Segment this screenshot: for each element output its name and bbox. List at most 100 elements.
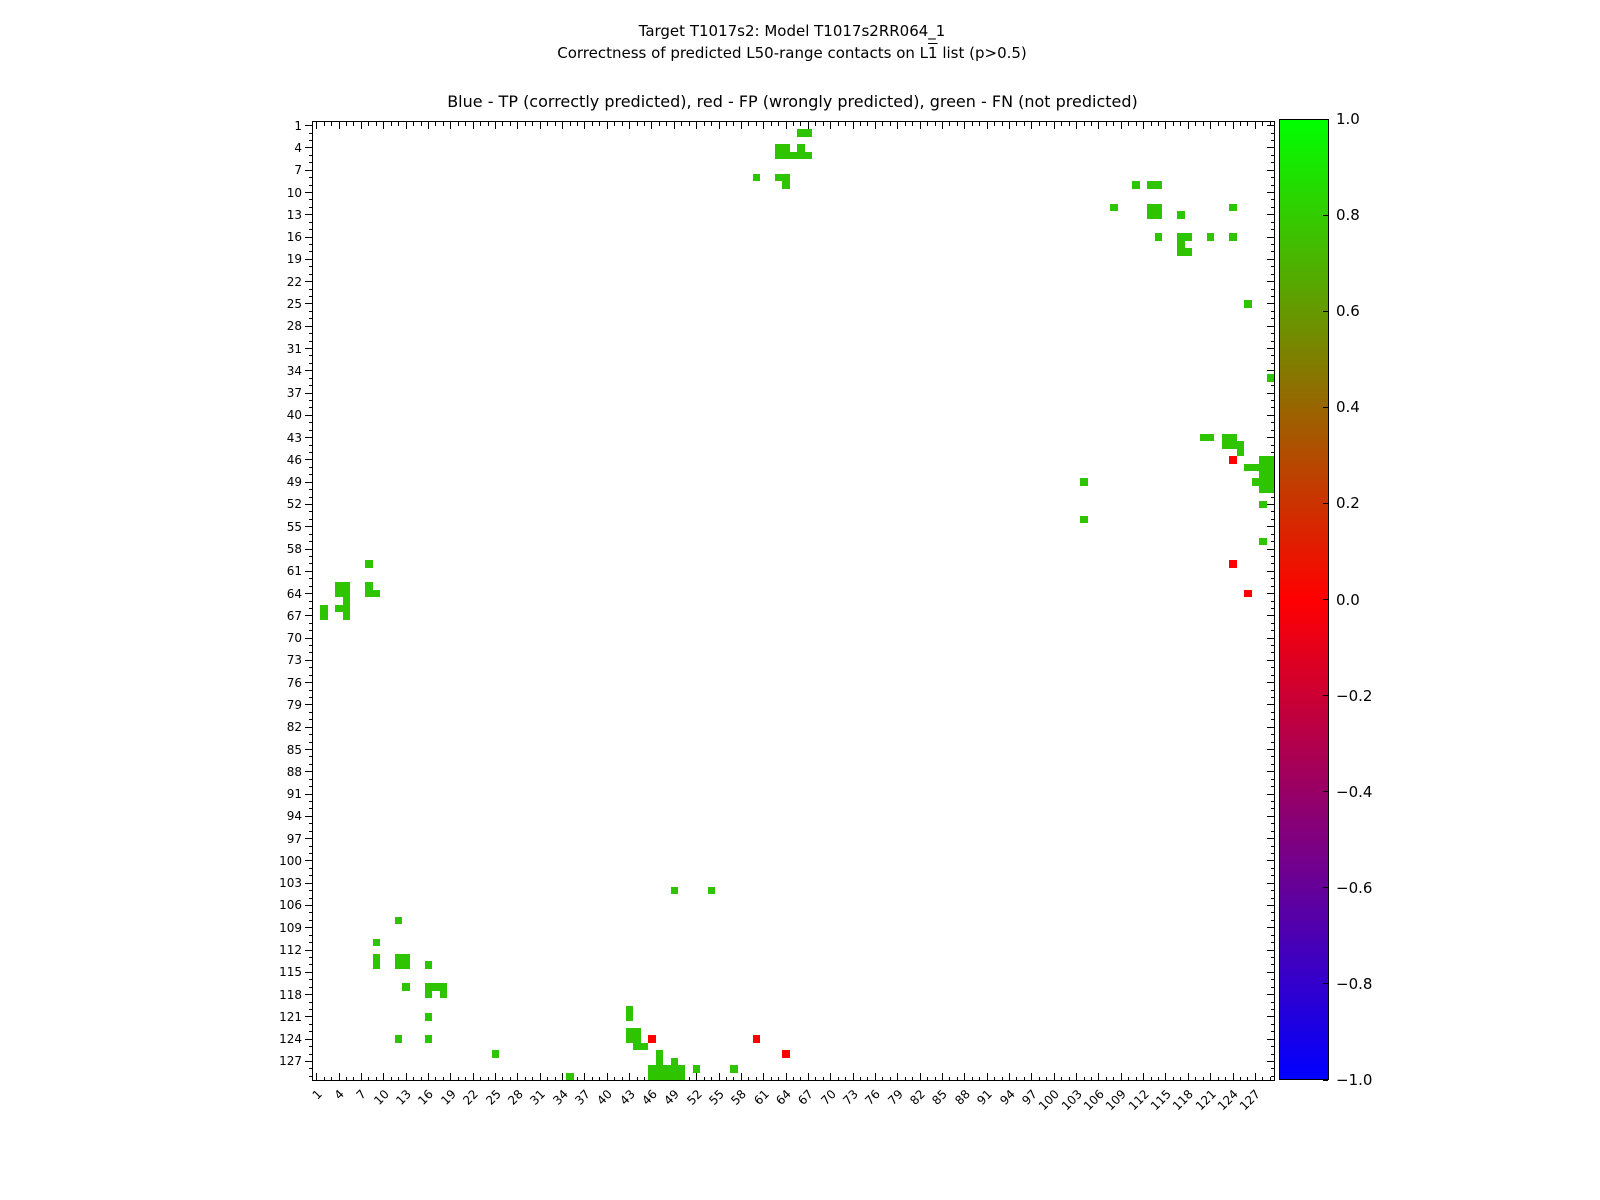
x-axis-tick	[450, 1073, 452, 1080]
y-axis-tick-label: 64	[286, 586, 302, 601]
x-axis-tick-top	[338, 122, 340, 129]
y-axis-tick	[308, 444, 312, 446]
x-axis-tick	[338, 1073, 340, 1080]
y-axis-tick-right	[1267, 147, 1274, 149]
y-axis-tick	[308, 667, 312, 669]
x-axis-tick	[927, 1076, 929, 1080]
contact-point-fn	[342, 582, 351, 590]
x-axis-tick-top	[711, 122, 713, 126]
y-axis-tick-right	[1267, 258, 1274, 260]
contact-point-fn	[1184, 233, 1193, 241]
contact-point-fn	[797, 144, 805, 152]
y-axis-tick	[308, 355, 312, 357]
y-axis-tick	[305, 1016, 312, 1018]
y-axis-tick-right	[1270, 132, 1274, 134]
y-axis-tick	[308, 184, 312, 186]
contact-point-fn	[335, 582, 343, 590]
y-axis-tick	[308, 763, 312, 765]
x-axis-tick-top	[964, 122, 966, 129]
contact-point-fn	[1236, 441, 1245, 449]
y-axis-tick	[308, 689, 312, 691]
colorbar-tick-label: 0.8	[1336, 206, 1360, 225]
y-axis-tick	[308, 206, 312, 208]
x-axis-tick	[502, 1076, 504, 1080]
y-axis-tick-right	[1270, 808, 1274, 810]
y-axis-tick-right	[1270, 273, 1274, 275]
x-axis-tick-top	[375, 122, 377, 126]
y-axis-tick	[305, 147, 312, 149]
contact-point-fn	[804, 151, 813, 160]
x-axis-tick	[1210, 1073, 1212, 1080]
suptitle-line2-suffix: list (p>0.5)	[937, 44, 1027, 62]
x-axis-tick	[331, 1076, 333, 1080]
contact-point-fn	[1206, 433, 1215, 442]
x-axis-tick-top	[1009, 122, 1011, 129]
y-axis-tick	[308, 251, 312, 253]
y-axis-tick	[308, 244, 312, 246]
y-axis-tick-label: 13	[286, 207, 302, 222]
x-axis-tick-top	[1262, 122, 1264, 126]
y-axis-tick-right	[1270, 407, 1274, 409]
x-axis-tick-top	[941, 122, 943, 129]
contact-point-fn	[1266, 485, 1274, 494]
y-axis-tick	[305, 994, 312, 996]
colorbar-tick	[1323, 1079, 1328, 1081]
y-axis-tick-label: 79	[286, 697, 302, 712]
contact-point-fn	[335, 604, 343, 613]
y-axis-tick-label: 94	[286, 809, 302, 824]
x-axis-tick-top	[1225, 122, 1227, 126]
y-axis-tick	[308, 719, 312, 721]
colorbar-tick-label: −1.0	[1336, 1071, 1373, 1089]
colorbar-tick	[1323, 983, 1328, 985]
y-axis-tick	[308, 1023, 312, 1025]
x-axis-tick	[748, 1076, 750, 1080]
contact-point-fn	[365, 589, 373, 598]
x-axis-tick	[1105, 1076, 1107, 1080]
y-axis-tick	[308, 986, 312, 988]
x-axis-tick	[703, 1076, 705, 1080]
x-axis-tick-top	[837, 122, 839, 126]
x-axis-tick-top	[1105, 122, 1107, 126]
y-axis-tick-right	[1270, 652, 1274, 654]
x-axis-tick	[852, 1073, 854, 1080]
y-axis-tick-right	[1267, 904, 1274, 906]
contact-point-fn	[1251, 463, 1260, 472]
x-axis-tick-top	[1061, 122, 1063, 126]
contact-point-fn	[1259, 485, 1267, 494]
contact-point-fp	[752, 1035, 760, 1043]
y-axis-tick-right	[1270, 1046, 1274, 1048]
y-axis-tick	[308, 845, 312, 847]
y-axis-tick-label: 106	[279, 898, 302, 913]
y-axis-tick	[305, 303, 312, 305]
y-axis-tick-label: 37	[286, 386, 302, 401]
x-axis-tick-top	[979, 122, 981, 126]
x-axis-tick	[465, 1076, 467, 1080]
y-axis-tick	[308, 399, 312, 401]
x-axis-tick	[725, 1076, 727, 1080]
contact-point-fn	[372, 953, 381, 962]
y-axis-tick	[305, 682, 312, 684]
y-axis-tick-right	[1267, 994, 1274, 996]
y-axis-tick-right	[1270, 1068, 1274, 1070]
contact-point-fn	[1132, 181, 1140, 189]
x-axis-tick-top	[1172, 122, 1174, 126]
y-axis-tick	[308, 578, 312, 580]
y-axis-tick-right	[1270, 1023, 1274, 1025]
x-axis-tick	[971, 1076, 973, 1080]
colorbar-tick	[1323, 502, 1328, 504]
x-axis-tick	[413, 1076, 415, 1080]
contact-point-fn	[678, 1065, 686, 1073]
y-axis-tick	[308, 221, 312, 223]
y-axis-tick-right	[1270, 1008, 1274, 1010]
y-axis-tick	[308, 199, 312, 201]
x-axis-tick	[398, 1076, 400, 1080]
x-axis-tick	[986, 1073, 988, 1080]
contact-point-fn	[424, 1035, 433, 1043]
contact-point-fn	[678, 1072, 686, 1080]
y-axis-tick	[308, 1053, 312, 1055]
y-axis-tick	[308, 154, 312, 156]
y-axis-tick	[308, 979, 312, 981]
x-axis-tick-top	[1046, 122, 1048, 126]
x-axis-tick-top	[830, 122, 832, 129]
x-axis-tick	[636, 1076, 638, 1080]
